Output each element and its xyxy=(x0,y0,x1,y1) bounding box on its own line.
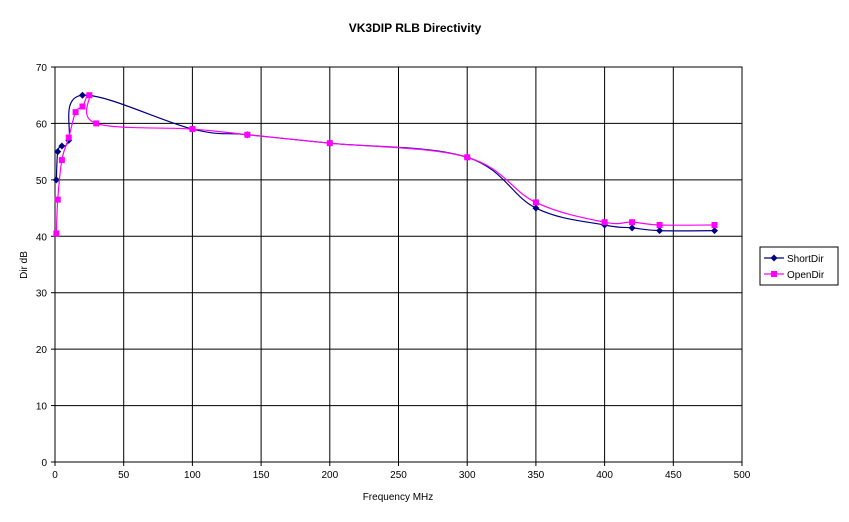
x-tick-label: 0 xyxy=(52,470,58,481)
x-axis-label: Frequency MHz xyxy=(363,492,434,503)
data-point-opendir xyxy=(464,154,471,161)
data-point-shortdir xyxy=(54,148,62,156)
legend-label-opendir: OpenDir xyxy=(787,270,825,281)
data-point-opendir xyxy=(79,103,86,110)
y-tick-label: 50 xyxy=(36,176,48,187)
data-point-opendir xyxy=(54,196,61,203)
x-tick-label: 400 xyxy=(596,470,613,481)
data-point-opendir xyxy=(711,222,718,228)
y-tick-label: 60 xyxy=(36,119,48,130)
data-point-shortdir xyxy=(532,204,540,212)
y-axis-label: Dir dB xyxy=(19,251,30,279)
x-tick-label: 100 xyxy=(184,470,201,481)
data-point-shortdir xyxy=(58,142,66,150)
x-tick-label: 250 xyxy=(390,470,407,481)
y-tick-label: 10 xyxy=(36,402,48,413)
data-point-opendir xyxy=(189,126,196,133)
data-point-shortdir xyxy=(628,224,636,232)
y-tick-label: 0 xyxy=(41,458,47,469)
data-point-opendir xyxy=(65,134,72,141)
x-tick-label: 350 xyxy=(528,470,545,481)
data-point-opendir xyxy=(72,109,79,116)
data-point-opendir xyxy=(58,157,65,164)
x-tick-label: 50 xyxy=(118,470,130,481)
x-tick-label: 200 xyxy=(321,470,338,481)
y-tick-label: 40 xyxy=(36,232,48,243)
legend-marker-opendir xyxy=(771,271,777,277)
data-point-opendir xyxy=(326,140,333,147)
chart-title: VK3DIP RLB Directivity xyxy=(349,21,482,35)
y-tick-label: 70 xyxy=(36,63,48,74)
data-point-shortdir xyxy=(656,227,664,235)
legend-label-shortdir: ShortDir xyxy=(787,254,824,265)
y-tick-label: 20 xyxy=(36,345,48,356)
x-tick-label: 300 xyxy=(459,470,476,481)
data-point-opendir xyxy=(532,199,539,206)
data-point-opendir xyxy=(244,131,251,138)
legend: ShortDir OpenDir xyxy=(759,246,839,286)
data-point-opendir xyxy=(656,222,663,228)
data-point-opendir xyxy=(53,230,60,237)
data-point-opendir xyxy=(86,92,93,99)
data-point-shortdir xyxy=(711,227,719,235)
x-tick-label: 450 xyxy=(665,470,682,481)
x-tick-label: 500 xyxy=(734,470,751,481)
x-tick-label: 150 xyxy=(253,470,270,481)
data-point-shortdir xyxy=(52,176,60,184)
legend-box xyxy=(759,246,839,286)
legend-marker-shortdir xyxy=(770,254,778,262)
data-point-shortdir xyxy=(78,91,86,99)
y-tick-label: 30 xyxy=(36,289,48,300)
data-point-opendir xyxy=(93,120,100,127)
data-point-opendir xyxy=(629,219,636,226)
data-point-opendir xyxy=(601,219,608,226)
